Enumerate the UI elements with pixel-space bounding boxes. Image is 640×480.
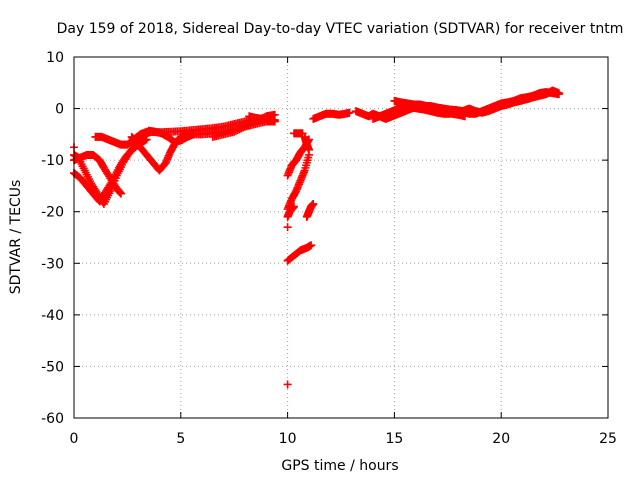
- x-tick-label: 10: [279, 431, 297, 447]
- data-points: [70, 86, 563, 389]
- data-point: [242, 121, 251, 130]
- data-point: [244, 120, 253, 129]
- data-point: [283, 380, 292, 389]
- y-tick-label: -30: [41, 256, 64, 272]
- data-point: [142, 135, 151, 144]
- data-point: [231, 126, 240, 135]
- x-tick-label: 5: [176, 431, 185, 447]
- data-point: [290, 202, 299, 211]
- data-point: [233, 126, 242, 135]
- data-point: [239, 123, 248, 132]
- chart-title: Day 159 of 2018, Sidereal Day-to-day VTE…: [57, 21, 624, 37]
- data-point: [270, 110, 279, 119]
- data-point: [554, 89, 563, 98]
- data-point: [304, 145, 313, 154]
- y-tick-label: -20: [41, 205, 64, 221]
- data-point: [237, 124, 246, 133]
- y-tick-label: -10: [41, 153, 64, 169]
- tick-labels: 0 5 10 15 20 25 10 0 -10 -20 -30 -40 -50 -60: [41, 50, 617, 447]
- y-tick-label: 10: [46, 50, 64, 66]
- data-point: [309, 199, 318, 208]
- data-point: [460, 112, 469, 121]
- plot-frame: [73, 56, 609, 419]
- data-point: [283, 223, 292, 232]
- data-point: [116, 189, 125, 198]
- y-axis-label: SDTVAR / TECUs: [8, 180, 24, 295]
- data-point: [230, 127, 239, 136]
- x-tick-label: 0: [70, 431, 79, 447]
- data-point: [345, 108, 354, 117]
- x-tick-label: 15: [385, 431, 403, 447]
- y-tick-label: -50: [41, 359, 64, 375]
- x-tick-label: 25: [599, 431, 617, 447]
- data-point: [240, 122, 249, 131]
- x-axis-label: GPS time / hours: [281, 458, 398, 474]
- x-tick-label: 20: [492, 431, 510, 447]
- data-point: [307, 241, 316, 250]
- y-tick-label: 0: [55, 102, 64, 118]
- data-point: [246, 120, 255, 129]
- y-tick-label: -60: [41, 411, 64, 427]
- data-point: [270, 117, 279, 126]
- data-point: [141, 136, 150, 145]
- data-point: [235, 125, 244, 134]
- y-tick-label: -40: [41, 308, 64, 324]
